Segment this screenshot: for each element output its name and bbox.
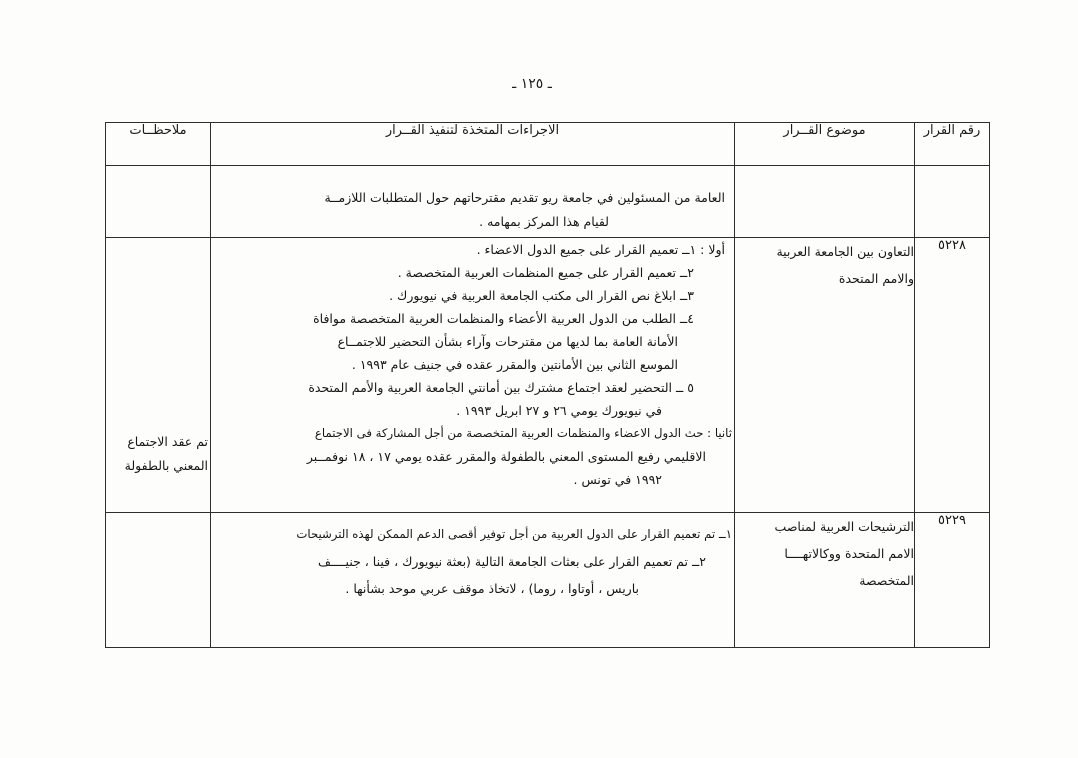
- text-line: تم عقد الاجتماع: [127, 434, 208, 449]
- text-line: الترشيحات العربية لمناصب: [774, 519, 914, 534]
- table-row-continuation: العامة من المسئولين في جامعة ريو تقديم م…: [105, 165, 990, 238]
- table-header-row: رقم القرار موضوع القــرار الاجراءات المت…: [105, 122, 990, 166]
- text-line: في نيويورك يومي ٢٦ و ٢٧ ابريل ١٩٩٣ .: [456, 403, 662, 418]
- cell-decision-number: ٥٢٢٩: [914, 512, 990, 648]
- header-actions: الاجراءات المتخذة لتنفيذ القــرار: [210, 122, 735, 166]
- cell-decision-number: ٥٢٢٨: [914, 237, 990, 513]
- text-line: المتخصصة: [859, 573, 914, 588]
- text-line: ١ــ تم تعميم القرار على الدول العربية من…: [296, 527, 732, 541]
- text-line: باريس ، أوتاوا ، روما) ، لاتخاذ موقف عرب…: [345, 581, 639, 596]
- cell-notes: [105, 512, 211, 648]
- text-line: ١٩٩٢ في تونس .: [573, 472, 663, 487]
- text-line: الموسع الثاني بين الأمانتين والمقرر عقده…: [351, 357, 678, 372]
- cell-subject: الترشيحات العربية لمناصب الامم المتحدة و…: [734, 512, 915, 648]
- text-line: الاقليمي رفيع المستوى المعني بالطفولة وا…: [306, 449, 706, 464]
- text-line: لقيام هذا المركز بمهامه .: [479, 214, 609, 229]
- text-line: التعاون بين الجامعة العربية: [776, 244, 914, 259]
- header-subject: موضوع القــرار: [734, 122, 915, 166]
- notes-block: تم عقد الاجتماع المعني بالطفولة: [106, 430, 210, 478]
- cell-decision-number: [914, 165, 990, 238]
- cell-notes: تم عقد الاجتماع المعني بالطفولة: [105, 237, 211, 513]
- text-line: ٢ــ تم تعميم القرار على بعثات الجامعة ال…: [317, 554, 706, 569]
- text-line: أولا : ١ــ تعميم القرار على جميع الدول ا…: [476, 242, 725, 257]
- cell-subject: [734, 165, 915, 238]
- cell-notes: [105, 165, 211, 238]
- text-line: المعني بالطفولة: [124, 458, 208, 473]
- table-row-5229: ٥٢٢٩ الترشيحات العربية لمناصب الامم المت…: [105, 512, 990, 648]
- text-line: والامم المتحدة: [838, 271, 914, 286]
- text-line: الامم المتحدة ووكالاتهــــا: [784, 546, 914, 561]
- cell-subject: التعاون بين الجامعة العربية والامم المتح…: [734, 237, 915, 513]
- cell-actions: أولا : ١ــ تعميم القرار على جميع الدول ا…: [210, 237, 735, 513]
- text-line: العامة من المسئولين في جامعة ريو تقديم م…: [324, 190, 725, 205]
- text-line: ثانيا : حث الدول الاعضاء والمنظمات العرب…: [314, 426, 732, 440]
- text-line: الأمانة العامة بما لديها من مقترحات وآرا…: [337, 334, 678, 349]
- cell-actions: العامة من المسئولين في جامعة ريو تقديم م…: [210, 165, 735, 238]
- header-notes: ملاحظــات: [105, 122, 211, 166]
- text-line: ٢ــ تعميم القرار على جميع المنظمات العرب…: [397, 265, 694, 280]
- header-decision-number: رقم القرار: [914, 122, 990, 166]
- text-line: ٥ ــ التحضير لعقد اجتماع مشترك بين أمانت…: [308, 380, 694, 395]
- text-line: ٣ــ ابلاغ نص القرار الى مكتب الجامعة الع…: [389, 288, 694, 303]
- page-number: ـ ١٢٥ ـ: [512, 76, 552, 92]
- decisions-table: رقم القرار موضوع القــرار الاجراءات المت…: [105, 122, 990, 648]
- table-row-5228: ٥٢٢٨ التعاون بين الجامعة العربية والامم …: [105, 237, 990, 513]
- text-line: ٤ــ الطلب من الدول العربية الأعضاء والمن…: [313, 311, 694, 326]
- cell-actions: ١ــ تم تعميم القرار على الدول العربية من…: [210, 512, 735, 648]
